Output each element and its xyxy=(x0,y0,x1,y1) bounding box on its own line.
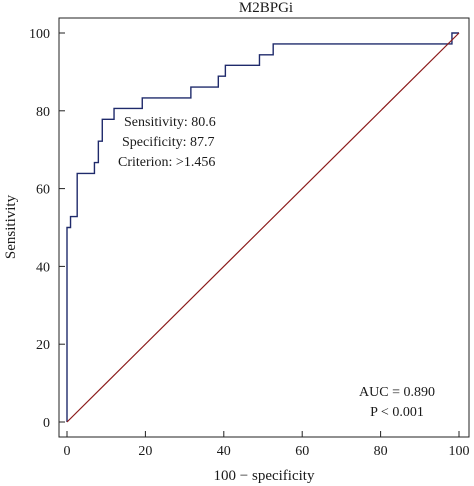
p-value-annotation: P < 0.001 xyxy=(370,405,424,420)
specificity-annotation: Specificity: 87.7 xyxy=(122,135,215,150)
x-axis: 0 20 40 60 80 100 xyxy=(64,431,470,459)
y-axis: 0 20 40 60 80 100 xyxy=(29,27,65,431)
roc-curve-line xyxy=(66,32,459,422)
reference-diagonal-line xyxy=(66,32,460,423)
y-tick-label: 100 xyxy=(29,27,50,42)
y-tick-label: 60 xyxy=(36,183,50,198)
criterion-annotation: Criterion: >1.456 xyxy=(118,155,215,170)
plot-frame xyxy=(58,17,470,438)
sensitivity-annotation: Sensitivity: 80.6 xyxy=(124,115,216,130)
x-tick-label: 0 xyxy=(64,444,71,459)
y-tick-label: 0 xyxy=(43,416,50,431)
x-tick-label: 60 xyxy=(295,444,309,459)
y-tick-label: 80 xyxy=(36,105,50,120)
x-tick-label: 100 xyxy=(449,444,470,459)
x-axis-title: 100 − specificity xyxy=(214,468,315,484)
series-layer xyxy=(66,32,460,423)
chart-title: M2BPGi xyxy=(239,0,293,16)
auc-annotation: AUC = 0.890 xyxy=(359,385,435,400)
y-tick-label: 20 xyxy=(36,338,50,353)
x-tick-label: 20 xyxy=(138,444,152,459)
y-tick-label: 40 xyxy=(36,260,50,275)
x-tick-label: 80 xyxy=(374,444,388,459)
x-tick-label: 40 xyxy=(217,444,231,459)
y-axis-title: Sensitivity xyxy=(3,194,19,259)
